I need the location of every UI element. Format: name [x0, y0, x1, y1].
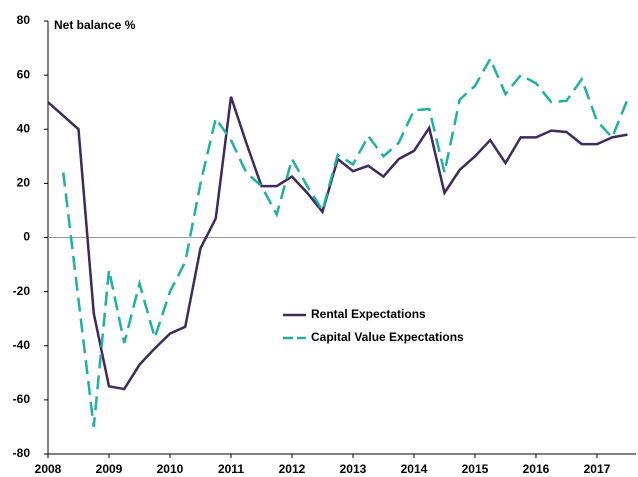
y-tick-label: -20 [13, 284, 31, 298]
x-tick-label: 2011 [218, 462, 244, 476]
y-tick-label: -80 [13, 446, 31, 460]
y-tick-label: 20 [17, 176, 31, 190]
x-tick-label: 2010 [157, 462, 184, 476]
series-line [62, 56, 629, 428]
x-tick-label: 2015 [462, 462, 489, 476]
y-tick-label: 60 [17, 67, 31, 81]
legend-label: Rental Expectations [311, 307, 426, 321]
series-line [47, 96, 628, 391]
y-tick-label: 0 [23, 230, 30, 244]
y-tick-label: -60 [13, 392, 31, 406]
x-tick-label: 2017 [584, 462, 611, 476]
x-tick-label: 2014 [401, 462, 428, 476]
x-tick-label: 2009 [96, 462, 123, 476]
x-tick-label: 2008 [35, 462, 62, 476]
x-tick-label: 2013 [340, 462, 367, 476]
x-tick-label: 2016 [523, 462, 550, 476]
legend-label: Capital Value Expectations [311, 330, 464, 344]
y-tick-label: 80 [17, 13, 31, 27]
x-tick-label: 2012 [279, 462, 306, 476]
y-tick-label: -40 [13, 338, 31, 352]
y-tick-label: 40 [17, 121, 31, 135]
y-axis-label: Net balance % [54, 18, 136, 32]
